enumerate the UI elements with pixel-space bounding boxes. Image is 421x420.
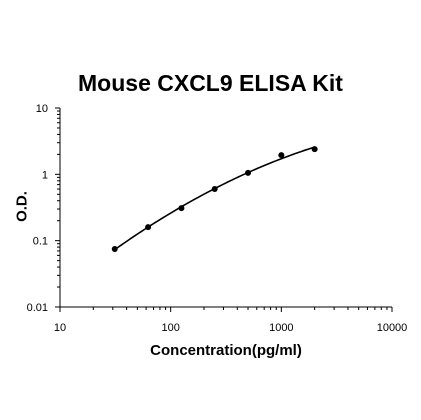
data-point [211, 186, 218, 193]
y-tick-label: 0.1 [33, 236, 48, 248]
y-tick-label: 1 [42, 169, 48, 181]
y-tick-label: 10 [36, 103, 48, 115]
y-tick-label: 0.01 [27, 302, 48, 314]
data-point [311, 146, 318, 153]
x-tick-label: 1000 [269, 322, 293, 334]
x-tick-label: 10 [54, 322, 66, 334]
x-tick-label: 100 [161, 322, 179, 334]
x-tick-label: 10000 [377, 322, 408, 334]
data-point [245, 169, 252, 176]
y-axis-label: O.D. [13, 191, 31, 222]
chart-title: Mouse CXCL9 ELISA Kit [78, 70, 343, 96]
data-point [145, 224, 152, 231]
fit-curve [114, 146, 315, 251]
x-axis-label: Concentration(pg/ml) [150, 342, 302, 359]
data-point [178, 205, 185, 212]
data-point [111, 245, 118, 252]
data-point [278, 152, 285, 159]
